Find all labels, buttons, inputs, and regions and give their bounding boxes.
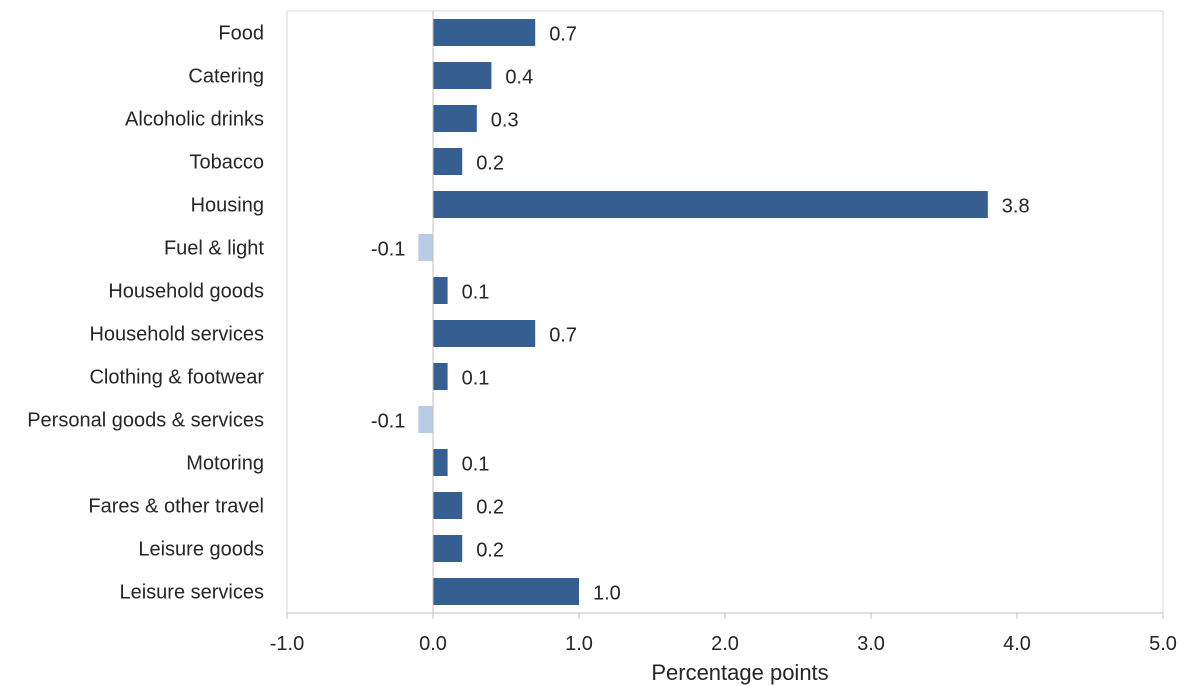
x-tick-label: 3.0	[857, 633, 885, 655]
bar	[433, 105, 477, 132]
x-tick-label: 2.0	[711, 633, 739, 655]
data-label: 0.2	[476, 153, 504, 175]
category-label: Clothing & footwear	[89, 367, 264, 389]
x-axis-title: Percentage points	[651, 660, 828, 685]
bar	[433, 320, 536, 347]
bar	[433, 19, 536, 46]
data-label: 0.1	[462, 282, 490, 304]
bar	[418, 406, 433, 433]
data-label: 3.8	[1002, 196, 1030, 218]
bar	[433, 62, 492, 89]
x-tick-label: 4.0	[1003, 633, 1031, 655]
category-label: Tobacco	[190, 152, 265, 174]
x-tick-label: -1.0	[270, 633, 304, 655]
x-tick-label: 5.0	[1149, 633, 1177, 655]
category-label: Catering	[188, 66, 264, 88]
category-label: Motoring	[186, 453, 264, 475]
x-tick-label: 0.0	[419, 633, 447, 655]
category-label: Household services	[89, 324, 264, 346]
data-label: 0.2	[476, 497, 504, 519]
category-label: Leisure services	[119, 582, 264, 604]
data-label: 0.1	[462, 368, 490, 390]
bar	[433, 492, 463, 519]
category-label: Alcoholic drinks	[125, 109, 264, 131]
category-label: Food	[218, 23, 264, 45]
data-label: 0.1	[462, 454, 490, 476]
data-label: 1.0	[593, 583, 621, 605]
plot-frame	[286, 10, 1164, 614]
bar	[433, 191, 988, 218]
bar	[433, 277, 448, 304]
data-label: -0.1	[371, 411, 405, 433]
category-label: Fuel & light	[164, 238, 264, 260]
category-label: Personal goods & services	[27, 410, 264, 432]
x-axis: -1.0 0.0 1.0 2.0 3.0 4.0 5.0	[270, 11, 1177, 655]
data-label: -0.1	[371, 239, 405, 261]
data-label: 0.2	[476, 540, 504, 562]
category-label: Leisure goods	[138, 539, 264, 561]
bar	[433, 535, 463, 562]
category-label: Fares & other travel	[88, 496, 264, 518]
category-label: Household goods	[108, 281, 264, 303]
bar	[433, 148, 463, 175]
bar	[433, 363, 448, 390]
data-label: 0.4	[505, 67, 533, 89]
data-label: 0.7	[549, 24, 577, 46]
bar	[418, 234, 433, 261]
bars-layer: Food 0.7 Catering 0.4 Alcoholic drinks 0.3 Tob…	[27, 19, 1030, 605]
bar	[433, 449, 448, 476]
x-tick-label: 1.0	[565, 633, 593, 655]
data-label: 0.7	[549, 325, 577, 347]
data-label: 0.3	[491, 110, 519, 132]
bar	[433, 578, 579, 605]
category-label: Housing	[191, 195, 264, 217]
